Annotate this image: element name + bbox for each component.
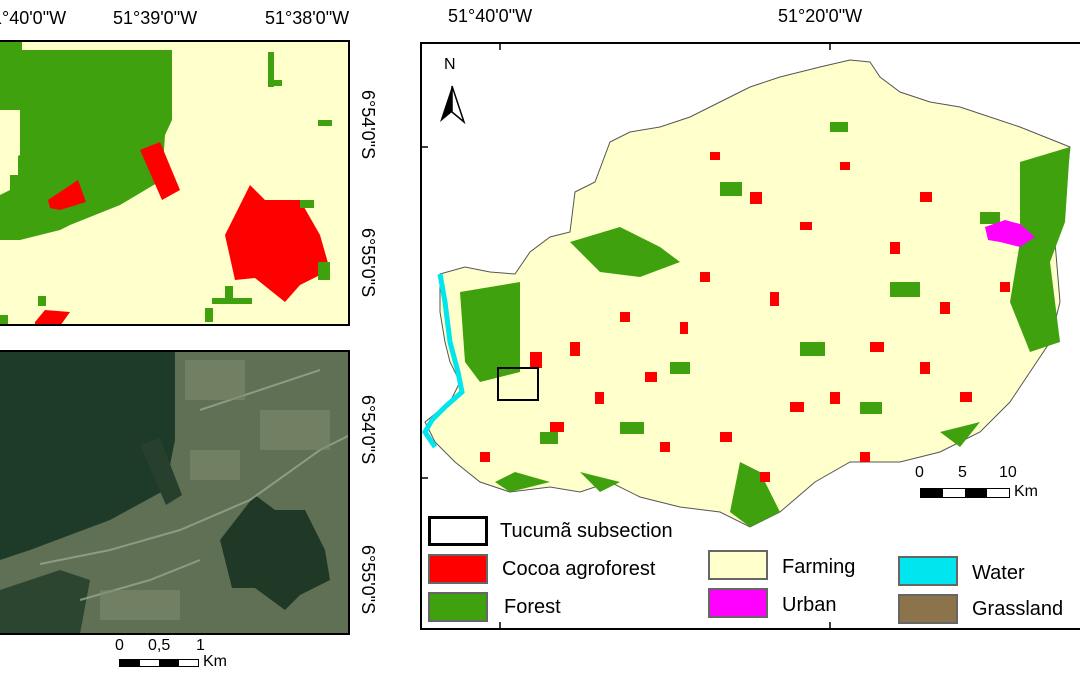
satellite-image-subset (0, 350, 350, 634)
north-arrow-icon (440, 85, 466, 125)
imagery-forest (220, 495, 330, 610)
forest-fragments (0, 52, 332, 325)
imagery-forest (0, 570, 90, 634)
left-top-lon-3: 51°38'0"W (265, 8, 350, 28)
cocoa-patch (35, 310, 70, 326)
imagery-forest (0, 350, 175, 560)
imagery-forest (140, 438, 182, 505)
north-label: N (444, 56, 456, 73)
urban-area (985, 220, 1035, 247)
legend-label-grassland: Grassland (972, 598, 1064, 620)
left-top-lon-1: 51°40'0"W (0, 8, 67, 28)
legend-swatch-water (898, 556, 958, 586)
right-top-lon-1: 51°40'0"W (448, 6, 533, 26)
farming-clearing (0, 120, 18, 175)
right-scale-tick-5: 5 (958, 464, 967, 481)
cocoa-patch (140, 142, 180, 200)
legend-label-forest: Forest (504, 596, 561, 618)
left-scale-unit: Km (203, 653, 227, 670)
satellite-image-frame (0, 350, 350, 635)
left-photo-lat-2: 6°55'0"S (358, 545, 378, 615)
legend-label-water: Water (972, 562, 1025, 584)
legend-swatch-forest (428, 592, 488, 622)
legend-label-urban: Urban (782, 594, 837, 616)
right-scale-unit: Km (1014, 483, 1038, 500)
legend-swatch-grassland (898, 594, 958, 624)
forest-patch (0, 40, 172, 240)
cocoa-agroforest-areas (480, 152, 1010, 482)
left-photo-lat-1: 6°54'0"S (358, 395, 378, 465)
legend-swatch-farming (708, 550, 768, 580)
legend-label-subsection: Tucumã subsection (500, 520, 673, 542)
imagery-fields (100, 360, 330, 620)
cocoa-patch (225, 185, 330, 302)
legend-label-farming: Farming (782, 556, 856, 578)
right-scale-tick-0: 0 (915, 464, 924, 481)
right-scale-bar (920, 488, 1010, 498)
left-map-lat-2: 6°55'0"S (358, 228, 378, 298)
cocoa-patch (48, 180, 86, 210)
left-scale-bar (119, 659, 199, 667)
classified-subset-map (0, 40, 350, 326)
legend-label-cocoa: Cocoa agroforest (502, 558, 656, 580)
left-top-lon-2: 51°39'0"W (113, 8, 198, 28)
study-area-frame (420, 42, 1080, 630)
river-water (422, 273, 465, 449)
left-scale-tick-0: 0 (115, 637, 124, 654)
study-area-map (420, 42, 1071, 630)
left-scale-tick-1: 1 (196, 637, 205, 654)
forest-areas (460, 122, 1070, 527)
left-map-lat-1: 6°54'0"S (358, 90, 378, 160)
classified-subset-frame (0, 40, 350, 326)
legend-swatch-urban (708, 588, 768, 618)
right-scale-tick-10: 10 (999, 464, 1017, 481)
left-scale-tick-05: 0,5 (148, 637, 171, 654)
legend-swatch-subsection (428, 516, 488, 546)
right-top-lon-2: 51°20'0"W (778, 6, 863, 26)
tucuma-subsection-box (497, 367, 539, 401)
legend-swatch-cocoa (428, 554, 488, 584)
